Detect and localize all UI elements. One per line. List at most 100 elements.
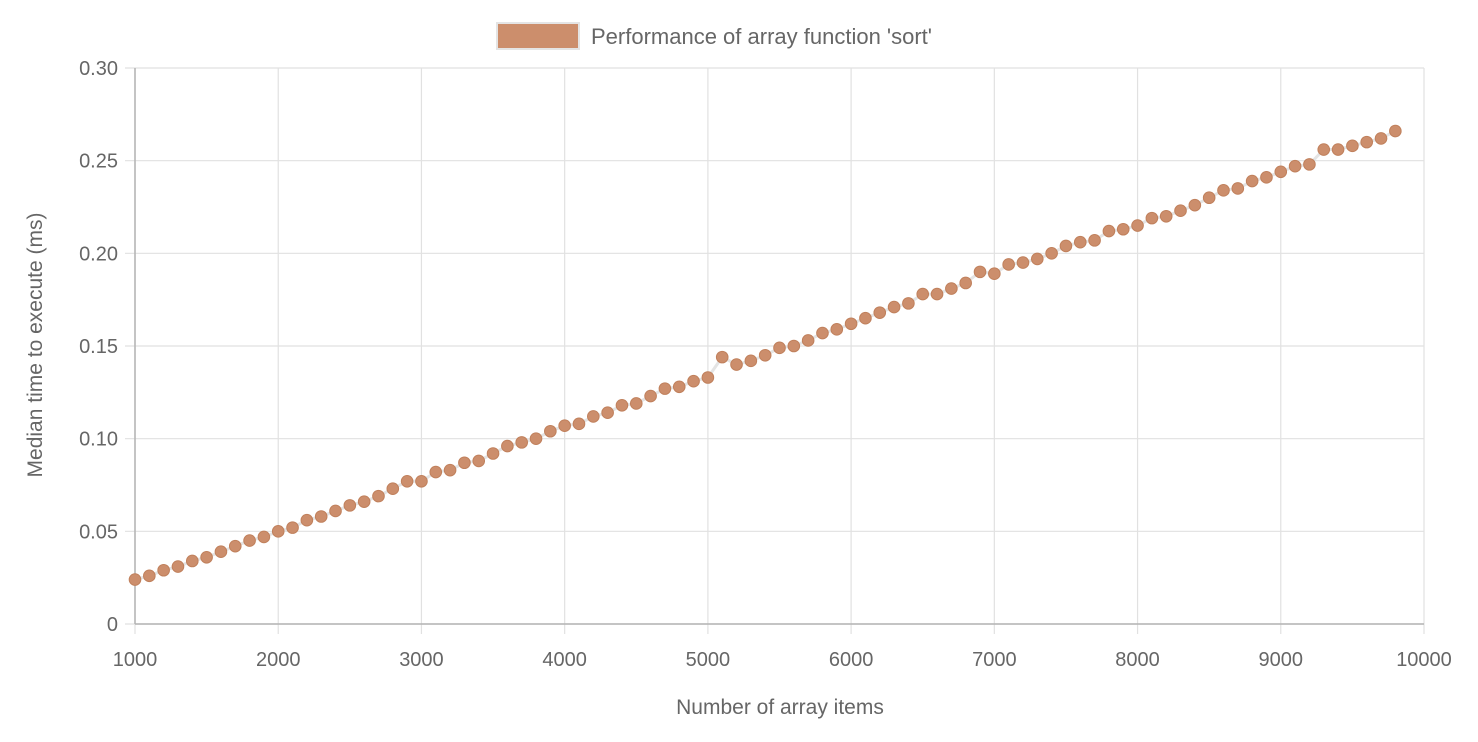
data-point[interactable] [1217, 184, 1230, 197]
data-point[interactable] [830, 323, 844, 336]
data-point[interactable] [214, 545, 228, 559]
data-point[interactable] [1059, 239, 1073, 253]
data-point[interactable] [357, 495, 371, 508]
data-point[interactable] [701, 371, 715, 384]
data-point[interactable] [1174, 204, 1187, 218]
data-point[interactable] [1303, 158, 1316, 171]
data-point[interactable] [271, 525, 285, 538]
data-point[interactable] [544, 424, 557, 438]
data-point[interactable] [973, 265, 987, 279]
data-point[interactable] [1102, 224, 1116, 238]
data-point[interactable] [1002, 258, 1015, 271]
data-point[interactable] [472, 454, 486, 468]
data-point[interactable] [243, 534, 256, 547]
x-tick-label: 9000 [1259, 649, 1304, 671]
axes [134, 68, 1424, 625]
data-point[interactable] [329, 504, 342, 518]
data-point[interactable] [1389, 124, 1402, 138]
data-point[interactable] [1088, 234, 1101, 247]
data-point[interactable] [930, 287, 944, 301]
data-point[interactable] [658, 382, 672, 395]
data-point[interactable] [372, 489, 385, 503]
data-point[interactable] [1274, 165, 1288, 179]
data-point[interactable] [529, 432, 543, 445]
data-point[interactable] [916, 287, 930, 301]
data-point[interactable] [1131, 219, 1144, 232]
data-point[interactable] [1116, 222, 1130, 236]
data-point[interactable] [615, 399, 629, 412]
data-point[interactable] [873, 306, 887, 319]
data-point[interactable] [143, 569, 156, 583]
data-point[interactable] [730, 358, 743, 371]
data-point[interactable] [1346, 139, 1359, 153]
data-point[interactable] [1188, 198, 1202, 212]
data-point[interactable] [415, 474, 428, 488]
grid [125, 67, 1425, 634]
y-tick-label: 0 [107, 614, 118, 636]
data-point[interactable] [228, 539, 242, 553]
y-tick-label: 0.20 [79, 243, 118, 265]
data-point[interactable] [715, 350, 729, 364]
data-point[interactable] [902, 297, 915, 310]
data-point[interactable] [744, 354, 758, 368]
data-point[interactable] [773, 341, 786, 355]
data-point[interactable] [758, 348, 772, 362]
data-point[interactable] [314, 510, 328, 523]
data-point[interactable] [1331, 143, 1345, 156]
x-tick-label: 4000 [542, 649, 587, 671]
data-point[interactable] [1231, 182, 1245, 195]
data-point[interactable] [157, 563, 170, 577]
data-point[interactable] [486, 447, 500, 460]
data-point[interactable] [257, 530, 271, 544]
data-point[interactable] [687, 374, 700, 388]
data-point[interactable] [286, 521, 299, 534]
data-point[interactable] [816, 326, 829, 340]
data-point[interactable] [644, 389, 657, 403]
data-point[interactable] [572, 417, 586, 431]
data-point[interactable] [945, 282, 958, 295]
data-point[interactable] [400, 474, 414, 488]
data-point[interactable] [458, 456, 471, 470]
data-point[interactable] [501, 439, 514, 453]
data-point[interactable] [787, 339, 801, 353]
data-points [128, 124, 1402, 586]
data-point[interactable] [300, 513, 314, 527]
data-point[interactable] [959, 276, 972, 290]
data-point[interactable] [1288, 159, 1302, 173]
data-point[interactable] [1145, 211, 1159, 225]
data-point[interactable] [515, 436, 529, 449]
data-point[interactable] [1073, 235, 1087, 249]
data-point[interactable] [1045, 247, 1058, 260]
data-point[interactable] [1159, 209, 1173, 223]
y-tick-label: 0.05 [79, 521, 118, 543]
data-point[interactable] [200, 550, 213, 564]
data-point[interactable] [1317, 143, 1331, 156]
data-point[interactable] [672, 380, 686, 394]
data-point[interactable] [386, 482, 400, 496]
legend[interactable]: Performance of array function 'sort' [496, 22, 932, 50]
data-point[interactable] [1245, 174, 1259, 188]
data-point[interactable] [1360, 135, 1374, 149]
data-point[interactable] [988, 267, 1001, 281]
data-point[interactable] [558, 419, 571, 432]
data-point[interactable] [128, 573, 142, 586]
data-point[interactable] [185, 554, 199, 568]
data-point[interactable] [343, 499, 357, 512]
data-point[interactable] [844, 317, 858, 331]
data-point[interactable] [1260, 171, 1273, 184]
data-point[interactable] [601, 406, 614, 420]
data-point[interactable] [429, 465, 443, 479]
data-point[interactable] [587, 410, 600, 423]
data-point[interactable] [859, 311, 872, 325]
data-point[interactable] [1016, 256, 1030, 269]
x-axis-tick-labels: 1000 2000 3000 4000 5000 6000 7000 8000 9000 1000… [113, 649, 1452, 671]
data-point[interactable] [1374, 132, 1388, 145]
data-point[interactable] [443, 463, 457, 477]
data-point[interactable] [629, 397, 643, 410]
y-axis-label: Median time to execute (ms) [24, 213, 47, 478]
data-point[interactable] [171, 560, 185, 573]
data-point[interactable] [1202, 191, 1216, 205]
data-point[interactable] [1031, 252, 1044, 266]
data-point[interactable] [801, 334, 815, 347]
data-point[interactable] [887, 300, 901, 314]
